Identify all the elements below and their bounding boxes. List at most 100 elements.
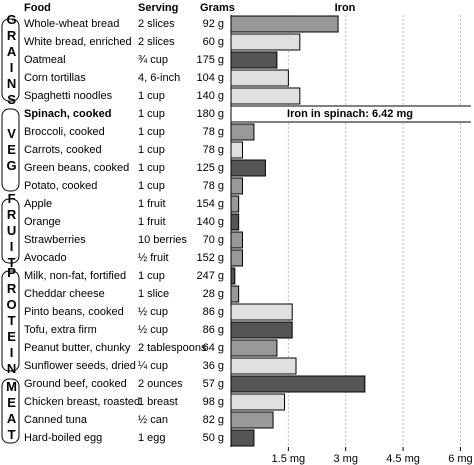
column-header: Iron bbox=[335, 2, 356, 14]
bar bbox=[231, 375, 366, 393]
serving: 2 tablespoons bbox=[138, 342, 207, 354]
serving: 2 slices bbox=[138, 36, 175, 48]
food-name: Apple bbox=[24, 198, 52, 210]
food-name: Tofu, extra firm bbox=[24, 324, 97, 336]
grams: 70 g bbox=[203, 234, 224, 246]
bar bbox=[231, 87, 301, 105]
x-tick-label: 4.5 mg bbox=[386, 453, 420, 465]
serving: 1 cup bbox=[138, 162, 165, 174]
serving: 1 cup bbox=[138, 270, 165, 282]
food-name: Carrots, cooked bbox=[24, 144, 102, 156]
group-box bbox=[1, 18, 20, 102]
serving: ¾ cup bbox=[138, 54, 168, 66]
food-name: Sunflower seeds, dried bbox=[24, 360, 136, 372]
bar bbox=[231, 123, 255, 141]
grams: 86 g bbox=[203, 306, 224, 318]
grams: 175 g bbox=[196, 54, 224, 66]
grams: 86 g bbox=[203, 324, 224, 336]
group-box bbox=[1, 198, 20, 264]
bar bbox=[231, 69, 289, 87]
serving: 1 cup bbox=[138, 180, 165, 192]
food-name: Ground beef, cooked bbox=[24, 378, 127, 390]
grams: 78 g bbox=[203, 126, 224, 138]
bar bbox=[231, 429, 255, 447]
grams: 154 g bbox=[196, 198, 224, 210]
food-name: Pinto beans, cooked bbox=[24, 306, 124, 318]
bar bbox=[231, 339, 278, 357]
food-name: Hard-boiled egg bbox=[24, 432, 102, 444]
serving: 10 berries bbox=[138, 234, 187, 246]
bar bbox=[231, 177, 243, 195]
x-tick-label: 1.5 mg bbox=[272, 453, 306, 465]
bar bbox=[231, 357, 297, 375]
grams: 180 g bbox=[196, 108, 224, 120]
bar bbox=[231, 15, 339, 33]
grams: 140 g bbox=[196, 90, 224, 102]
serving: 4, 6-inch bbox=[138, 72, 180, 84]
food-name: Green beans, cooked bbox=[24, 162, 129, 174]
grams: 28 g bbox=[203, 288, 224, 300]
food-name: Orange bbox=[24, 216, 61, 228]
food-name: Avocado bbox=[24, 252, 67, 264]
serving: 1 cup bbox=[138, 108, 165, 120]
bar bbox=[231, 393, 286, 411]
bar bbox=[231, 267, 236, 285]
grams: 57 g bbox=[203, 378, 224, 390]
bar bbox=[231, 213, 240, 231]
food-name: Milk, non-fat, fortified bbox=[24, 270, 126, 282]
serving: 1 cup bbox=[138, 90, 165, 102]
column-header: Food bbox=[24, 2, 51, 14]
bar bbox=[231, 159, 266, 177]
serving: 2 ounces bbox=[138, 378, 183, 390]
grams: 98 g bbox=[203, 396, 224, 408]
group-label: GRAINS bbox=[4, 12, 19, 108]
group-box bbox=[1, 378, 20, 444]
bar bbox=[231, 105, 471, 123]
food-name: Corn tortillas bbox=[24, 72, 86, 84]
serving: 1 cup bbox=[138, 144, 165, 156]
serving: 1 fruit bbox=[138, 198, 166, 210]
food-name: Whole-wheat bread bbox=[24, 18, 119, 30]
grams: 64 g bbox=[203, 342, 224, 354]
serving: 1 cup bbox=[138, 126, 165, 138]
serving: 1 slice bbox=[138, 288, 169, 300]
bar bbox=[231, 285, 240, 303]
bar bbox=[231, 321, 293, 339]
grams: 92 g bbox=[203, 18, 224, 30]
food-name: Cheddar cheese bbox=[24, 288, 105, 300]
food-name: Canned tuna bbox=[24, 414, 88, 426]
serving: 1 fruit bbox=[138, 216, 166, 228]
grams: 78 g bbox=[203, 144, 224, 156]
group-label: PROTEIN bbox=[4, 265, 19, 377]
serving: ½ can bbox=[138, 414, 168, 426]
group-label: VEG bbox=[4, 126, 19, 174]
serving: ½ cup bbox=[138, 306, 168, 318]
annotation: Iron in spinach: 6.42 mg bbox=[287, 108, 413, 120]
food-name: Peanut butter, chunky bbox=[24, 342, 131, 354]
grams: 125 g bbox=[196, 162, 224, 174]
grams: 104 g bbox=[196, 72, 224, 84]
grams: 82 g bbox=[203, 414, 224, 426]
grams: 50 g bbox=[203, 432, 224, 444]
food-name: Chicken breast, roasted bbox=[24, 396, 140, 408]
food-name: Oatmeal bbox=[24, 54, 66, 66]
grams: 78 g bbox=[203, 180, 224, 192]
bar bbox=[231, 303, 293, 321]
food-name: Strawberries bbox=[24, 234, 86, 246]
group-label: MEAT bbox=[4, 379, 19, 443]
food-name: White bread, enriched bbox=[24, 36, 132, 48]
column-header: Serving bbox=[138, 2, 178, 14]
serving: 1 egg bbox=[138, 432, 166, 444]
food-name: Spaghetti noodles bbox=[24, 90, 113, 102]
bar bbox=[231, 231, 243, 249]
bar bbox=[231, 51, 278, 69]
grams: 36 g bbox=[203, 360, 224, 372]
food-name: Spinach, cooked bbox=[24, 108, 111, 120]
group-box bbox=[1, 270, 20, 372]
group-box bbox=[1, 108, 20, 192]
grams: 140 g bbox=[196, 216, 224, 228]
bars bbox=[231, 15, 471, 447]
column-header: Grams bbox=[200, 2, 235, 14]
x-tick-label: 3 mg bbox=[333, 453, 357, 465]
